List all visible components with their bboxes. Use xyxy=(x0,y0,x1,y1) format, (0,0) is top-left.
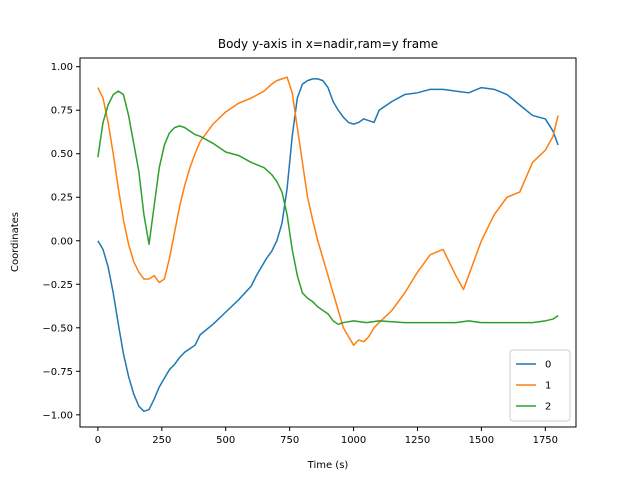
plot-frame xyxy=(79,57,577,428)
y-axis-label: Coordinates xyxy=(10,212,21,272)
legend-label-0: 0 xyxy=(545,360,551,371)
legend: 0 1 2 xyxy=(509,349,571,422)
series-line-2 xyxy=(97,90,559,326)
series-line-0 xyxy=(97,78,559,413)
y-tick-label: −0.75 xyxy=(42,367,73,378)
x-tick-label: 1750 xyxy=(533,435,558,446)
x-tick-label: 0 xyxy=(95,435,101,446)
x-tick-label: 500 xyxy=(216,435,235,446)
y-tick-label: −1.00 xyxy=(42,410,73,421)
y-tick-label: 1.00 xyxy=(51,62,73,73)
x-tick-label: 750 xyxy=(280,435,299,446)
y-tick-label: −0.50 xyxy=(42,323,73,334)
x-tick-label: 1250 xyxy=(405,435,430,446)
y-tick-label: 0.75 xyxy=(51,106,73,117)
y-tick-label: 0.25 xyxy=(51,193,73,204)
y-axis: −1.00 −0.75 −0.50 −0.25 0.00 0.25 0.50 0.75 1.00 xyxy=(42,62,80,421)
x-tick-label: 1500 xyxy=(469,435,494,446)
x-axis-label: Time (s) xyxy=(307,460,349,471)
x-axis: 0 250 500 750 1000 1250 1500 1750 xyxy=(95,427,558,446)
plot-lines xyxy=(97,76,559,413)
x-tick-label: 250 xyxy=(152,435,171,446)
x-tick-label: 1000 xyxy=(341,435,366,446)
y-tick-label: −0.25 xyxy=(42,280,73,291)
legend-label-1: 1 xyxy=(545,381,551,392)
y-tick-label: 0.00 xyxy=(51,236,73,247)
legend-label-2: 2 xyxy=(545,402,551,413)
legend-box xyxy=(509,349,571,422)
series-line-1 xyxy=(97,76,559,346)
y-tick-label: 0.50 xyxy=(51,149,73,160)
chart-title: Body y-axis in x=nadir,ram=y frame xyxy=(218,37,438,51)
